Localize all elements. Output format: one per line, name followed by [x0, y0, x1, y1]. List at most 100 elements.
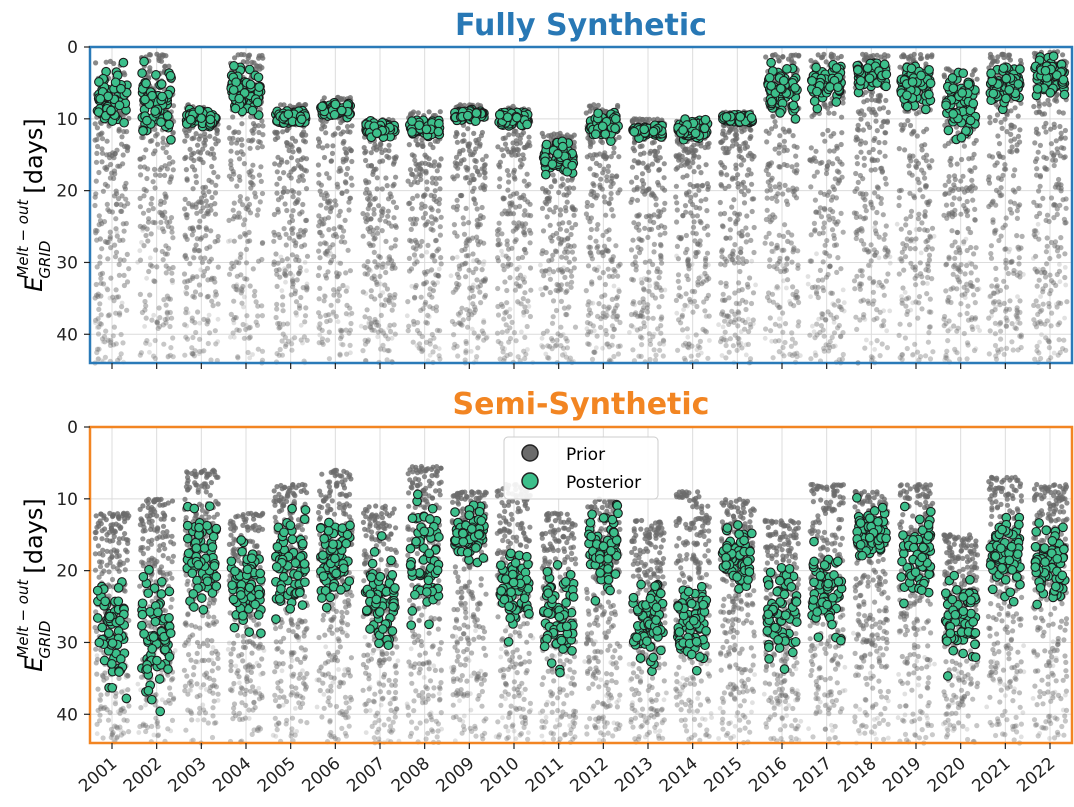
prior-point: [277, 175, 283, 182]
prior-point: [653, 280, 659, 286]
prior-point: [438, 214, 444, 220]
prior-point: [241, 335, 247, 341]
prior-point: [335, 289, 341, 295]
prior-point: [611, 310, 617, 316]
prior-point: [674, 310, 680, 316]
prior-point: [691, 152, 697, 158]
prior-point: [453, 129, 460, 136]
prior-point: [615, 273, 621, 279]
prior-point: [434, 168, 440, 174]
prior-point: [202, 255, 208, 261]
prior-point: [373, 166, 379, 172]
prior-point: [316, 324, 321, 330]
prior-point: [660, 353, 666, 359]
prior-point: [473, 137, 479, 143]
prior-point: [92, 121, 98, 127]
prior-point: [766, 263, 773, 269]
prior-point: [208, 228, 214, 234]
prior-point: [167, 323, 173, 330]
prior-point: [250, 352, 255, 357]
prior-point: [255, 303, 261, 309]
prior-point: [212, 201, 218, 207]
prior-point: [589, 356, 596, 362]
prior-point: [796, 52, 802, 59]
prior-point: [413, 167, 420, 173]
prior-point: [919, 147, 925, 153]
prior-point: [636, 353, 642, 359]
prior-point: [214, 130, 220, 137]
prior-point: [960, 173, 966, 179]
prior-point: [595, 313, 601, 319]
prior-point: [462, 175, 469, 181]
prior-point: [507, 306, 513, 312]
prior-point: [289, 347, 295, 353]
prior-point: [740, 179, 747, 185]
prior-point: [994, 112, 1001, 118]
prior-point: [146, 52, 153, 58]
prior-point: [370, 242, 376, 248]
prior-point: [247, 335, 253, 340]
prior-point: [435, 272, 441, 279]
prior-point: [503, 309, 509, 315]
prior-point: [722, 318, 728, 324]
prior-point: [747, 275, 753, 281]
prior-point: [553, 342, 560, 348]
prior-point: [344, 188, 350, 194]
prior-point: [343, 157, 349, 163]
prior-point: [238, 272, 244, 278]
prior-point: [834, 269, 840, 275]
prior-point: [787, 351, 793, 357]
prior-point: [302, 139, 308, 145]
prior-point: [704, 141, 711, 147]
prior-point: [855, 179, 861, 185]
prior-point: [329, 204, 335, 211]
prior-point: [546, 355, 552, 361]
prior-point: [952, 255, 958, 261]
prior-point: [240, 202, 246, 208]
prior-point: [182, 196, 188, 202]
prior-point: [213, 182, 219, 188]
prior-point: [137, 204, 143, 210]
prior-point: [232, 315, 238, 321]
prior-point: [438, 255, 444, 261]
prior-point: [776, 150, 782, 156]
prior-point: [145, 166, 151, 172]
prior-point: [526, 139, 532, 145]
prior-point: [860, 51, 866, 57]
prior-point: [705, 186, 711, 192]
prior-point: [821, 220, 827, 226]
prior-point: [384, 153, 390, 159]
prior-point: [289, 252, 295, 258]
prior-point: [436, 353, 442, 359]
prior-point: [503, 322, 509, 328]
prior-point: [371, 249, 377, 255]
prior-point: [197, 292, 204, 298]
prior-point: [520, 152, 526, 158]
prior-point: [964, 310, 970, 316]
prior-point: [587, 219, 593, 225]
prior-point: [169, 270, 175, 276]
prior-point: [471, 176, 477, 182]
prior-point: [212, 294, 218, 300]
prior-point: [964, 285, 970, 291]
prior-point: [414, 343, 420, 348]
prior-point: [696, 187, 702, 193]
prior-point: [764, 195, 770, 201]
prior-point: [93, 60, 99, 66]
prior-point: [284, 140, 290, 146]
prior-point: [964, 356, 970, 362]
prior-point: [504, 352, 510, 359]
prior-point: [157, 323, 163, 329]
prior-point: [258, 178, 264, 184]
prior-point: [168, 266, 174, 272]
prior-point: [831, 110, 837, 116]
prior-point: [593, 238, 599, 244]
prior-point: [564, 312, 570, 318]
prior-point: [380, 158, 386, 164]
prior-point: [604, 174, 610, 180]
prior-point: [781, 278, 786, 284]
prior-point: [883, 181, 889, 187]
prior-point: [860, 176, 866, 182]
prior-point: [922, 209, 928, 215]
prior-point: [283, 273, 289, 279]
